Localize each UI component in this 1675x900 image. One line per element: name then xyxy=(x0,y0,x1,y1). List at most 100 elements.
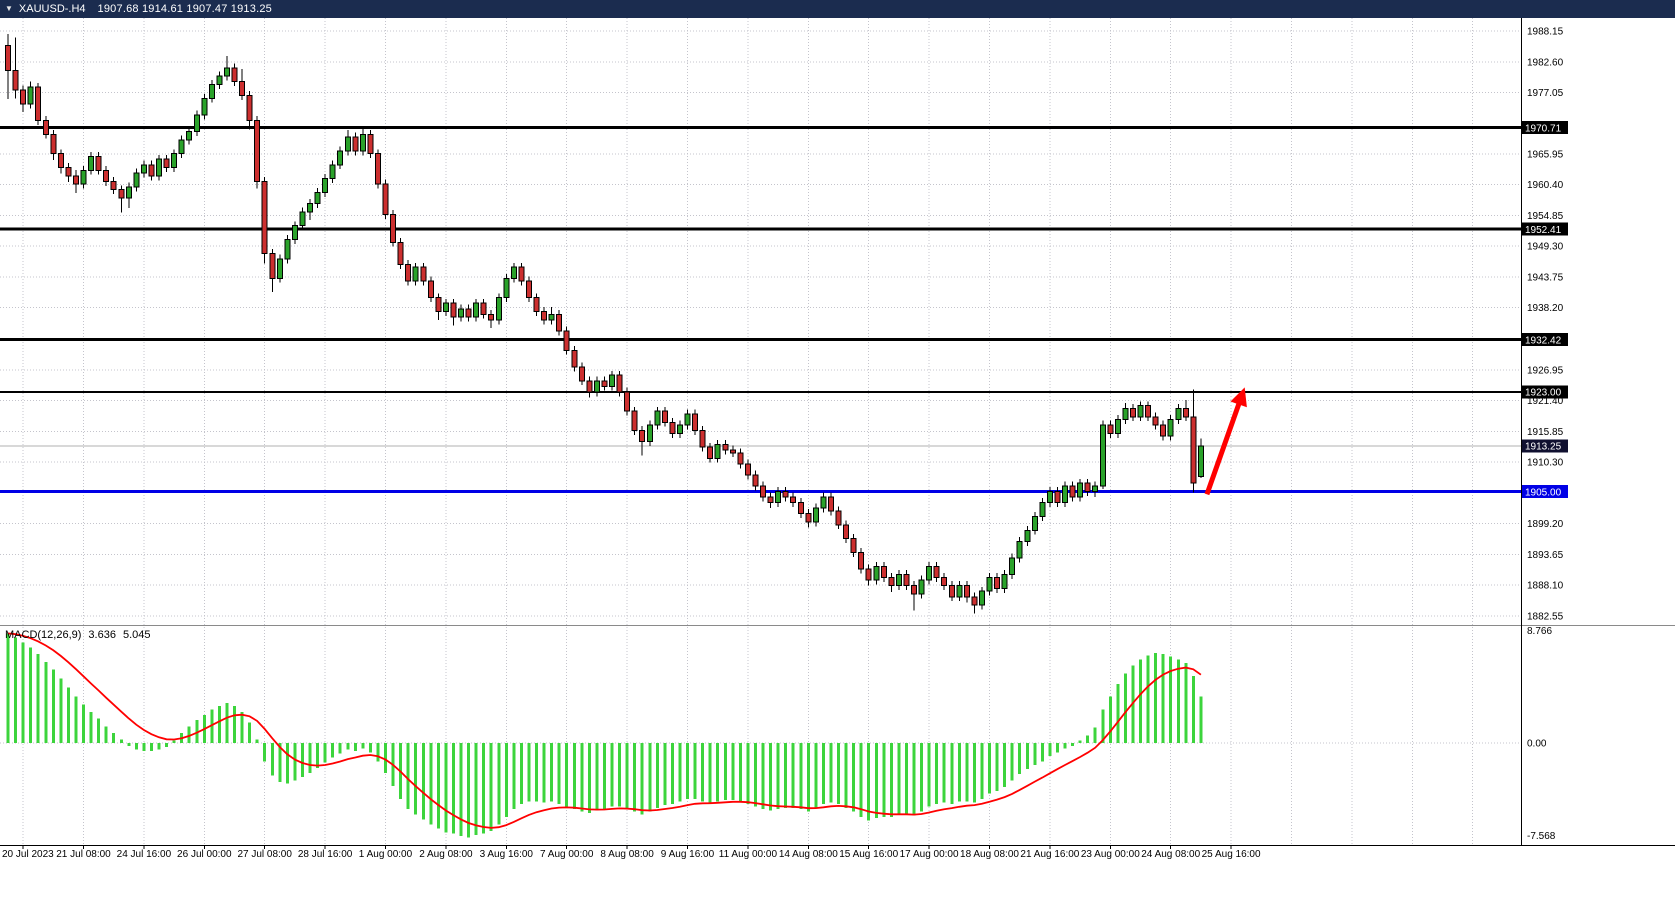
price-badge-label: 1913.25 xyxy=(1525,442,1562,453)
candle-body xyxy=(835,510,842,526)
price-badge xyxy=(1522,485,1568,499)
candle-body xyxy=(495,297,502,321)
candle-body xyxy=(1084,482,1091,493)
candle-body xyxy=(548,313,555,321)
time-label: 1 Aug 00:00 xyxy=(359,849,413,860)
candle-body xyxy=(994,576,1001,589)
candle-body xyxy=(261,180,268,254)
candle-body xyxy=(42,119,49,135)
candle-body xyxy=(744,463,751,476)
candle-body xyxy=(510,266,517,279)
candle-body xyxy=(427,280,434,299)
candle-body xyxy=(148,164,155,177)
candle-body xyxy=(933,565,940,578)
candle-body xyxy=(307,203,313,213)
candle-body xyxy=(737,452,744,465)
candle-body xyxy=(65,167,72,177)
symbol-timeframe-label: XAUUSD-.H4 xyxy=(18,3,86,15)
candle-body xyxy=(782,491,789,498)
candle-body xyxy=(571,349,578,368)
price-tick-label: 1921.40 xyxy=(1527,396,1564,407)
candle-body xyxy=(269,252,276,279)
candle-body xyxy=(95,155,102,171)
candle-body xyxy=(1024,529,1031,542)
price-badge-label: 1923.00 xyxy=(1525,388,1562,399)
price-tick-label: 1926.95 xyxy=(1527,365,1564,376)
candle-body xyxy=(941,576,948,587)
candle-body xyxy=(624,391,631,412)
candle-body xyxy=(231,67,238,83)
candle-body xyxy=(556,313,563,332)
price-tick-label: 1888.10 xyxy=(1527,581,1564,592)
chart-canvas[interactable]: 1988.15 1982.60 1977.05 1965.95 1960.40 1954.… xyxy=(0,18,1675,900)
candle-body xyxy=(488,313,495,321)
ohlc-readout: 1907.68 1914.61 1907.47 1913.25 xyxy=(97,3,272,15)
price-badge-label: 1932.42 xyxy=(1525,335,1562,346)
candle-body xyxy=(12,70,19,91)
time-label: 7 Aug 00:00 xyxy=(540,849,594,860)
candle-body xyxy=(601,380,608,387)
candle-body xyxy=(276,258,283,279)
candle-body xyxy=(503,277,510,299)
candle-body xyxy=(525,280,532,299)
candle-body xyxy=(986,576,993,592)
candle-body xyxy=(971,596,978,606)
price-tick-label: 1977.05 xyxy=(1527,88,1564,99)
macd-indicator-label: MACD(12,26,9) 3.636 5.045 xyxy=(5,629,150,641)
candle-body xyxy=(858,551,865,570)
price-tick-label: 1893.65 xyxy=(1527,550,1564,561)
candle-body xyxy=(729,449,736,454)
candle-body xyxy=(110,180,117,191)
candle-body xyxy=(1062,485,1068,504)
candle-body xyxy=(918,579,925,595)
candle-body xyxy=(367,133,374,155)
candle-body xyxy=(246,95,253,121)
candle-body xyxy=(359,133,366,152)
candle-body xyxy=(1129,407,1136,418)
candle-body xyxy=(873,565,880,581)
macd-value: 3.636 xyxy=(88,629,116,641)
candle-body xyxy=(1107,424,1114,434)
candle-body xyxy=(20,89,27,105)
candle-body xyxy=(163,158,170,169)
candle-body xyxy=(344,136,351,152)
time-label: 2 Aug 08:00 xyxy=(419,849,473,860)
candle-body xyxy=(812,507,819,523)
macd-signal-value: 5.045 xyxy=(122,629,151,641)
macd-scale-label: 0.00 xyxy=(1527,739,1547,750)
time-label: 8 Aug 08:00 xyxy=(600,849,654,860)
candle-body xyxy=(1099,424,1106,487)
time-label: 14 Aug 08:00 xyxy=(779,849,838,860)
trend-arrow-shaft[interactable] xyxy=(1204,396,1244,496)
candle-body xyxy=(57,153,64,169)
time-label: 3 Aug 16:00 xyxy=(480,849,534,860)
candle-body xyxy=(827,496,834,512)
price-tick-label: 1910.30 xyxy=(1527,458,1564,469)
candle-body xyxy=(616,374,623,393)
price-tick-label: 1938.20 xyxy=(1527,303,1564,314)
time-label: 24 Aug 08:00 xyxy=(1141,849,1200,860)
candle-body xyxy=(88,155,95,171)
symbol-dropdown-icon[interactable]: ▼ xyxy=(5,4,13,13)
trend-arrow-head[interactable] xyxy=(1230,387,1247,408)
price-tick-label: 1954.85 xyxy=(1527,211,1564,222)
candle-body xyxy=(767,496,774,504)
candle-body xyxy=(1046,491,1053,504)
candle-body xyxy=(140,164,147,174)
candle-body xyxy=(790,496,797,504)
price-tick-label: 1882.55 xyxy=(1527,611,1564,622)
candle-body xyxy=(35,86,42,121)
candle-body xyxy=(593,380,600,393)
candle-body xyxy=(1016,540,1023,559)
candle-body xyxy=(676,424,683,434)
candle-body xyxy=(118,189,125,199)
candle-body xyxy=(820,496,827,509)
candle-body xyxy=(80,169,87,185)
candle-body xyxy=(578,366,585,382)
candle-body xyxy=(1182,407,1189,418)
candle-body xyxy=(299,211,306,227)
price-badge-label: 1970.71 xyxy=(1525,123,1562,134)
time-label: 20 Jul 2023 xyxy=(2,849,54,860)
candle-body xyxy=(1009,557,1016,576)
time-label: 25 Aug 16:00 xyxy=(1202,849,1261,860)
